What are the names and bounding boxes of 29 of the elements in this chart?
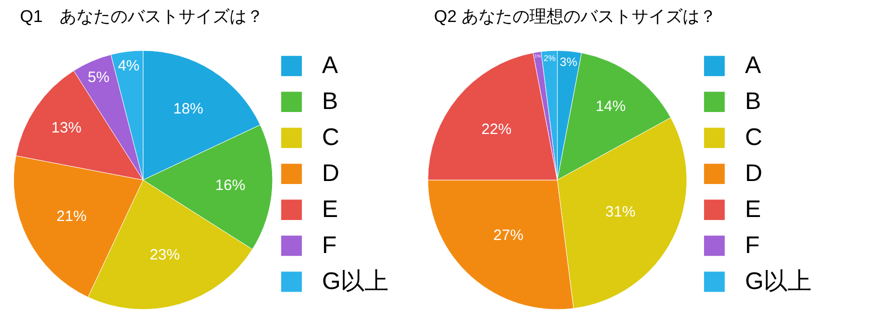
data-label: 27% xyxy=(493,226,524,244)
legend-label: B xyxy=(745,88,762,115)
data-label: 31% xyxy=(605,204,636,221)
legend-label: G以上 xyxy=(322,268,389,295)
legend-label: D xyxy=(745,160,762,187)
legend-label: D xyxy=(322,160,340,187)
data-label: 2% xyxy=(544,52,556,63)
legend-label: A xyxy=(745,52,762,79)
legend-label: A xyxy=(322,52,338,79)
data-label: 21% xyxy=(56,208,87,225)
legend-label: B xyxy=(322,88,338,115)
data-label: 16% xyxy=(215,176,246,194)
data-label: 3% xyxy=(560,54,578,69)
data-label: 18% xyxy=(173,100,204,118)
chart-title: Q1 あなたのバストサイズは？ xyxy=(20,7,264,26)
data-label: 22% xyxy=(481,121,512,138)
legend-label: G以上 xyxy=(745,268,812,295)
chart-title: Q2 あなたの理想のバストサイズは？ xyxy=(434,7,716,26)
legend-label: C xyxy=(322,124,340,151)
data-label: 4% xyxy=(118,57,140,74)
data-label: 13% xyxy=(51,119,82,136)
data-label: 23% xyxy=(150,246,180,264)
legend-label: F xyxy=(745,232,760,259)
data-label: 14% xyxy=(596,98,626,116)
legend-label: E xyxy=(745,196,762,223)
data-label: 5% xyxy=(88,68,110,86)
legend-label: F xyxy=(322,232,337,259)
legend-label: E xyxy=(322,196,338,223)
legend-label: C xyxy=(745,124,762,151)
